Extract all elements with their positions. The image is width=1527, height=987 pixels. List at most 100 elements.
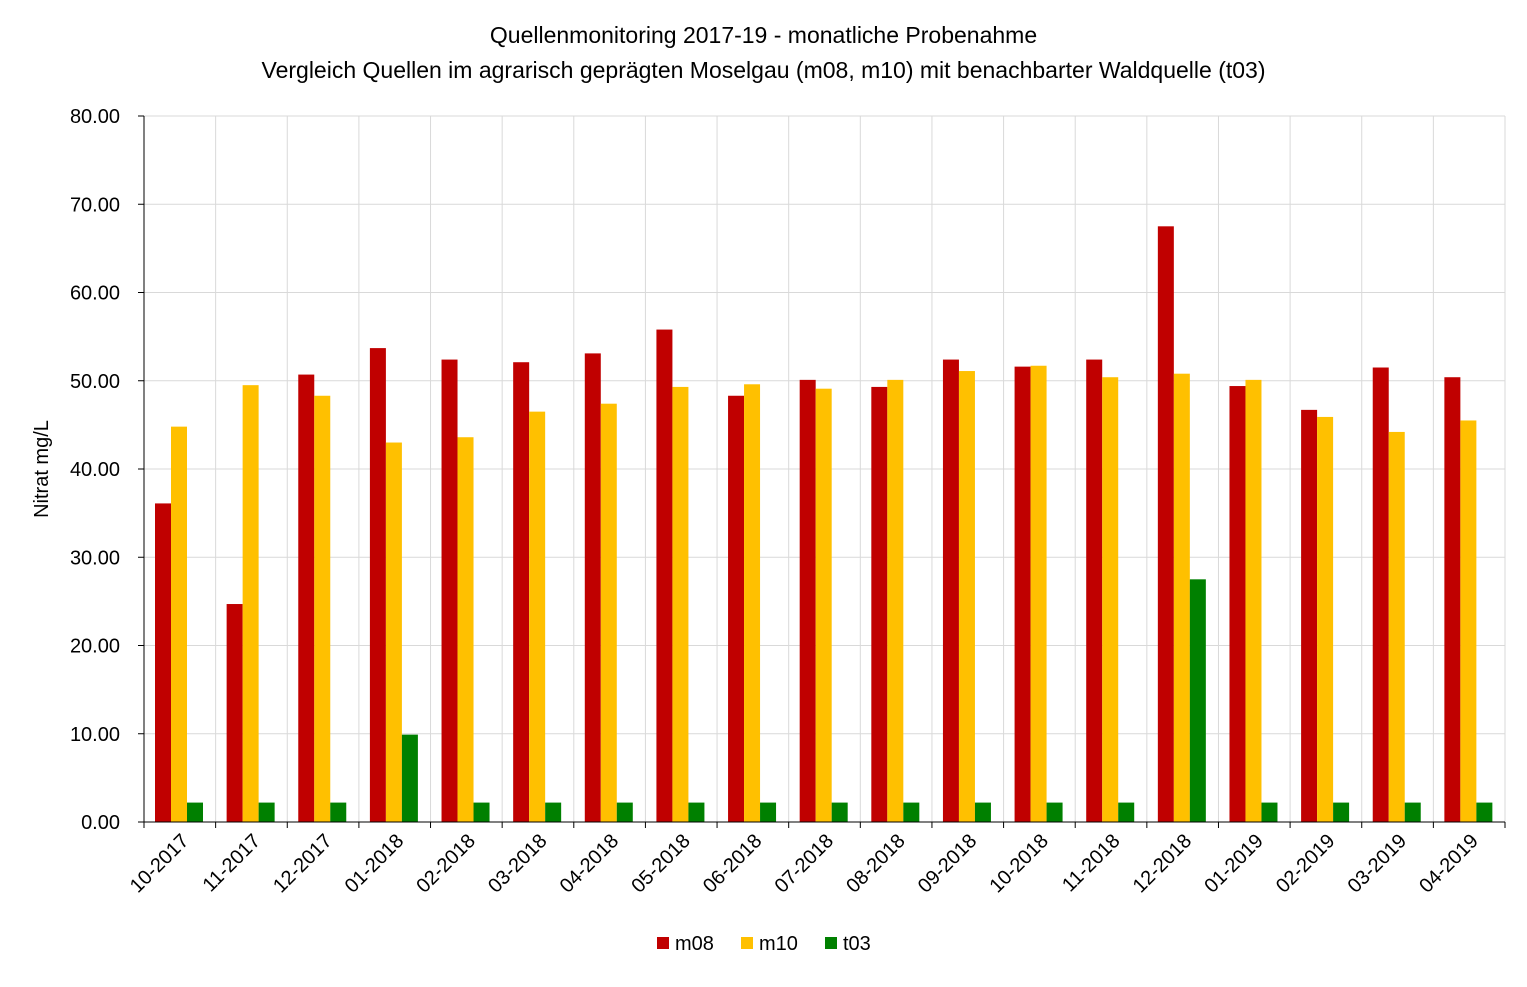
legend-label-m08: m08 [675, 933, 714, 955]
bar-m08-02-2019 [1301, 409, 1318, 822]
x-tick-label: 06-2018 [699, 830, 766, 897]
legend-swatch-m08 [657, 937, 669, 949]
y-tick-label: 10.00 [70, 724, 120, 746]
y-tick-label: 40.00 [70, 459, 120, 481]
bar-m08-01-2019 [1229, 386, 1246, 822]
x-tick-label: 11-2017 [199, 830, 265, 896]
y-tick-label: 60.00 [70, 283, 120, 305]
bar-m10-11-2018 [1102, 377, 1119, 822]
x-tick-label: 11-2018 [1058, 830, 1124, 896]
bar-m10-10-2017 [171, 426, 187, 822]
bar-t03-08-2018 [903, 802, 920, 822]
x-tick-label: 12-2017 [269, 830, 336, 897]
axes [138, 115, 1506, 828]
x-tick-label: 02-2018 [412, 830, 479, 897]
bar-t03-06-2018 [760, 802, 777, 822]
y-tick-label: 0.00 [81, 812, 120, 834]
x-tick-label: 04-2018 [556, 830, 623, 897]
bar-m10-03-2018 [529, 411, 546, 822]
bar-m08-08-2018 [871, 386, 888, 822]
y-tick-label: 70.00 [70, 194, 120, 216]
legend-swatch-m10 [741, 937, 753, 949]
chart-subtitle: Vergleich Quellen im agrarisch geprägten… [261, 57, 1266, 83]
bar-m08-01-2018 [369, 348, 386, 822]
bar-t03-02-2018 [473, 802, 490, 822]
bar-m08-10-2017 [155, 503, 171, 822]
legend-label-m10: m10 [759, 933, 798, 955]
y-tick-label: 20.00 [70, 636, 120, 658]
x-tick-label: 12-2018 [1129, 830, 1196, 897]
bar-t03-01-2019 [1261, 802, 1278, 822]
tick-labels: 0.00 10.00 20.00 30.00 40.00 50.00 60.00 70.00 8… [70, 106, 1483, 897]
bar-m08-11-2018 [1086, 359, 1103, 822]
bar-m08-03-2018 [513, 362, 530, 822]
bar-m08-07-2018 [799, 379, 816, 822]
legend: m08 m10 t03 [657, 933, 871, 955]
bar-t03-11-2018 [1118, 802, 1135, 822]
bar-t03-02-2019 [1333, 802, 1350, 822]
bar-m08-05-2018 [656, 329, 673, 822]
bar-t03-04-2018 [616, 802, 633, 822]
x-tick-label: 02-2019 [1272, 830, 1339, 897]
bar-m08-04-2019 [1444, 377, 1461, 822]
bar-m10-04-2018 [600, 403, 617, 822]
bar-m10-01-2018 [385, 442, 402, 822]
y-axis-label: Nitrat mg/L [31, 420, 53, 518]
bar-m10-06-2018 [744, 384, 761, 822]
bar-t03-12-2017 [330, 802, 347, 822]
x-tick-label: 03-2018 [484, 830, 551, 897]
bar-m10-12-2017 [314, 395, 331, 822]
x-tick-label: 01-2018 [341, 830, 408, 897]
bar-m10-01-2019 [1245, 379, 1262, 822]
bar-m10-10-2018 [1030, 365, 1047, 822]
y-tick-label: 50.00 [70, 371, 120, 393]
bar-m08-10-2018 [1014, 366, 1031, 822]
bar-m10-09-2018 [958, 371, 975, 822]
bar-m10-07-2018 [815, 388, 832, 822]
bar-m10-03-2019 [1388, 431, 1405, 822]
bar-t03-11-2017 [258, 802, 275, 822]
bar-m10-04-2019 [1460, 420, 1477, 822]
bar-m08-02-2018 [441, 359, 458, 822]
x-tick-label: 10-2017 [126, 830, 193, 897]
bar-t03-10-2018 [1046, 802, 1063, 822]
bar-m08-12-2017 [298, 374, 315, 822]
bar-m08-06-2018 [728, 395, 745, 822]
bars [155, 226, 1493, 822]
chart-title: Quellenmonitoring 2017-19 - monatliche P… [489, 22, 1038, 48]
bar-m08-12-2018 [1157, 226, 1174, 822]
x-tick-label: 10-2018 [985, 830, 1052, 897]
x-tick-label: 04-2019 [1415, 830, 1482, 897]
bar-t03-03-2018 [545, 802, 562, 822]
bar-m10-08-2018 [887, 379, 904, 822]
bar-t03-05-2018 [688, 802, 705, 822]
bar-t03-01-2018 [401, 734, 418, 822]
bar-t03-03-2019 [1404, 802, 1421, 822]
y-tick-label: 30.00 [70, 547, 120, 569]
legend-label-t03: t03 [843, 933, 871, 955]
bar-t03-04-2019 [1476, 802, 1493, 822]
x-tick-label: 07-2018 [771, 830, 838, 897]
bar-m08-04-2018 [584, 353, 601, 822]
bar-m10-12-2018 [1173, 373, 1190, 822]
bar-m10-02-2018 [457, 437, 474, 822]
bar-t03-10-2017 [187, 802, 203, 822]
bar-t03-12-2018 [1189, 579, 1206, 822]
y-tick-label: 80.00 [70, 106, 120, 128]
x-tick-label: 05-2018 [627, 830, 694, 897]
bar-m08-03-2019 [1372, 367, 1389, 822]
x-tick-label: 01-2019 [1200, 830, 1267, 897]
x-tick-label: 09-2018 [914, 830, 981, 897]
bar-m10-11-2017 [242, 385, 259, 822]
x-tick-label: 03-2019 [1344, 830, 1411, 897]
bar-m08-09-2018 [942, 359, 959, 822]
bar-m08-11-2017 [226, 604, 243, 822]
x-tick-label: 08-2018 [842, 830, 909, 897]
bar-m10-02-2019 [1317, 416, 1334, 822]
bar-m10-05-2018 [672, 386, 689, 822]
bar-t03-09-2018 [974, 802, 991, 822]
legend-swatch-t03 [825, 937, 837, 949]
bar-t03-07-2018 [831, 802, 848, 822]
